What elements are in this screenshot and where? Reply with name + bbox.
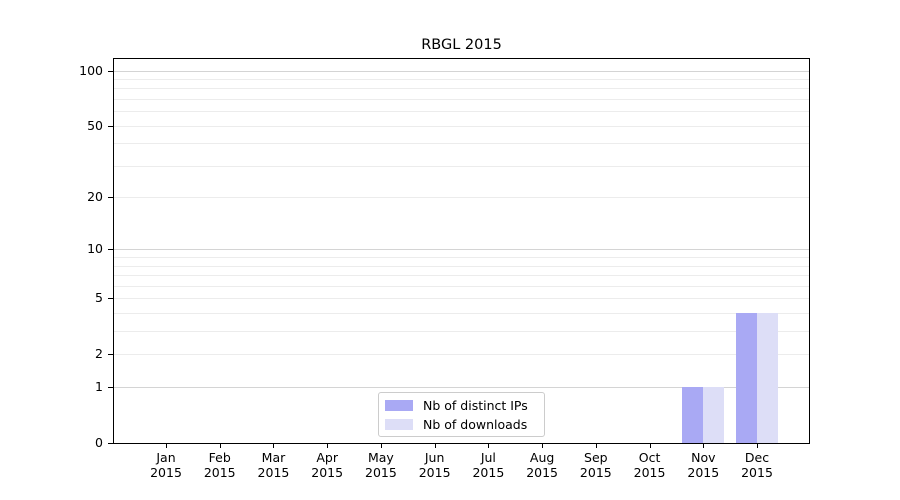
chart-title: RBGL 2015 bbox=[421, 37, 502, 53]
x-tick-month: Dec bbox=[744, 450, 770, 465]
x-tick-month: Jan bbox=[156, 450, 176, 465]
x-tick-year: 2015 bbox=[150, 465, 182, 480]
x-tick-label-dec: Dec 2015 bbox=[729, 450, 785, 480]
y-tick-mark bbox=[108, 125, 113, 127]
x-tick-mark bbox=[488, 444, 490, 448]
x-tick-month: May bbox=[367, 450, 394, 465]
x-tick-label-feb: Feb 2015 bbox=[192, 450, 248, 480]
gridline-minor bbox=[114, 88, 809, 90]
gridline-major bbox=[114, 387, 809, 389]
gridline-major bbox=[114, 249, 809, 251]
x-tick-month: Mar bbox=[261, 450, 286, 465]
legend: Nb of distinct IPs Nb of downloads bbox=[378, 392, 545, 437]
x-tick-label-aug: Aug 2015 bbox=[514, 450, 570, 480]
x-tick-label-jul: Jul 2015 bbox=[460, 450, 516, 480]
gridline-minor bbox=[114, 111, 809, 113]
x-tick-year: 2015 bbox=[365, 465, 397, 480]
x-tick-year: 2015 bbox=[472, 465, 505, 480]
x-tick-label-apr: Apr 2015 bbox=[299, 450, 355, 480]
gridline-major bbox=[114, 70, 809, 72]
gridline-minor bbox=[114, 354, 809, 356]
bar-dec-downloads bbox=[757, 313, 779, 443]
x-tick-mark bbox=[703, 444, 705, 448]
legend-swatch-downloads bbox=[385, 418, 413, 430]
gridline-minor bbox=[114, 78, 809, 80]
legend-label: Nb of downloads bbox=[423, 416, 528, 432]
x-tick-year: 2015 bbox=[526, 465, 559, 480]
legend-label: Nb of distinct IPs bbox=[423, 397, 528, 413]
y-tick-label: 0 bbox=[95, 435, 103, 450]
x-tick-month: Oct bbox=[638, 450, 661, 465]
x-tick-year: 2015 bbox=[579, 465, 612, 480]
x-tick-year: 2015 bbox=[633, 465, 666, 480]
x-tick-label-sep: Sep 2015 bbox=[568, 450, 624, 480]
gridline-minor bbox=[114, 331, 809, 333]
bar-nov-downloads bbox=[703, 387, 725, 443]
x-tick-mark bbox=[757, 444, 759, 448]
x-tick-mark bbox=[166, 444, 167, 448]
bar-dec-distinct-ips bbox=[736, 313, 758, 443]
y-tick-label: 2 bbox=[95, 346, 103, 362]
x-tick-label-may: May 2015 bbox=[353, 450, 409, 480]
x-tick-year: 2015 bbox=[687, 465, 720, 480]
gridline-minor bbox=[114, 285, 809, 287]
x-tick-mark bbox=[434, 444, 436, 448]
y-tick-mark bbox=[108, 70, 113, 72]
x-tick-mark bbox=[595, 444, 597, 448]
x-tick-month: Jun bbox=[424, 450, 445, 465]
y-tick-label: 1 bbox=[95, 379, 103, 395]
gridline-minor bbox=[114, 125, 809, 127]
y-tick-label: 10 bbox=[87, 241, 103, 257]
x-tick-mark bbox=[542, 444, 544, 448]
y-tick-mark bbox=[108, 298, 113, 300]
x-tick-month: Jul bbox=[480, 450, 496, 465]
legend-row: Nb of downloads bbox=[385, 417, 544, 432]
gridline-minor bbox=[114, 275, 809, 277]
x-tick-label-oct: Oct 2015 bbox=[622, 450, 678, 480]
plot-canvas bbox=[114, 59, 809, 443]
x-tick-year: 2015 bbox=[203, 465, 236, 480]
gridline-minor bbox=[114, 313, 809, 315]
gridline-minor bbox=[114, 99, 809, 100]
x-tick-month: Apr bbox=[316, 450, 338, 465]
bar-nov-distinct-ips bbox=[682, 387, 704, 443]
gridline-minor bbox=[114, 143, 809, 145]
legend-row: Nb of distinct IPs bbox=[385, 398, 544, 413]
x-tick-label-jun: Jun 2015 bbox=[407, 450, 463, 480]
x-tick-mark bbox=[327, 444, 329, 448]
x-tick-month: Sep bbox=[584, 450, 608, 465]
y-tick-mark bbox=[108, 197, 113, 199]
y-tick-label: 100 bbox=[79, 62, 103, 78]
y-tick-label: 50 bbox=[87, 117, 103, 133]
gridline-minor bbox=[114, 257, 809, 259]
gridline-minor bbox=[114, 265, 809, 267]
x-tick-month: Feb bbox=[208, 450, 231, 465]
x-tick-label-nov: Nov 2015 bbox=[675, 450, 731, 480]
x-tick-year: 2015 bbox=[741, 465, 773, 480]
gridline-minor bbox=[114, 165, 809, 167]
legend-swatch-distinct-ips bbox=[385, 399, 413, 411]
y-tick-mark bbox=[108, 249, 113, 251]
x-tick-mark bbox=[380, 444, 382, 448]
gridline-minor bbox=[114, 197, 809, 199]
x-tick-mark bbox=[649, 444, 651, 448]
x-tick-year: 2015 bbox=[418, 465, 451, 480]
x-tick-month: Aug bbox=[529, 450, 555, 465]
x-tick-label-mar: Mar 2015 bbox=[245, 450, 301, 480]
gridline-minor bbox=[114, 298, 809, 300]
x-tick-year: 2015 bbox=[311, 465, 344, 480]
y-tick-label: 20 bbox=[87, 189, 103, 205]
x-tick-mark bbox=[219, 444, 221, 448]
y-tick-mark bbox=[108, 354, 113, 356]
y-tick-mark bbox=[108, 443, 113, 444]
x-tick-label-jan: Jan 2015 bbox=[138, 450, 194, 480]
x-tick-month: Nov bbox=[691, 450, 716, 465]
plot-area bbox=[113, 58, 810, 444]
y-tick-mark bbox=[108, 387, 113, 389]
x-tick-mark bbox=[273, 444, 275, 448]
y-tick-label: 5 bbox=[95, 290, 103, 306]
x-tick-year: 2015 bbox=[257, 465, 290, 480]
